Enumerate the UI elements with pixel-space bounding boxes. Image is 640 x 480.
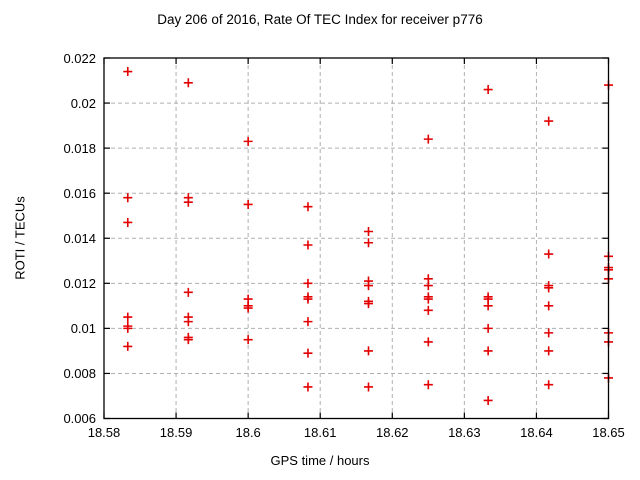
y-tick-label: 0.014 [63, 230, 96, 246]
data-point-marker [483, 323, 493, 333]
data-point-marker [544, 380, 554, 390]
y-tick-label: 0.016 [63, 185, 96, 201]
y-tick-label: 0.02 [70, 95, 96, 111]
y-tick-label: 0.012 [63, 275, 96, 291]
data-point-marker [303, 348, 313, 358]
data-point-marker [364, 346, 374, 356]
data-point-marker [303, 382, 313, 392]
data-point-marker [364, 281, 374, 291]
data-point-marker [303, 278, 313, 288]
y-tick-label: 0.018 [63, 140, 96, 156]
data-point-marker [423, 337, 433, 347]
data-point-marker [364, 299, 374, 309]
data-point-marker [183, 317, 193, 327]
data-point-marker [544, 116, 554, 126]
data-point-marker [483, 85, 493, 95]
chart-title: Day 206 of 2016, Rate Of TEC Index for r… [157, 12, 483, 27]
data-point-marker [423, 305, 433, 315]
data-point-marker [483, 346, 493, 356]
data-point-marker [303, 240, 313, 250]
data-point-marker [123, 193, 133, 203]
x-tick-label: 18.63 [448, 425, 481, 440]
data-point-marker [364, 226, 374, 236]
data-point-marker [423, 134, 433, 144]
data-point-marker [364, 238, 374, 248]
y-tick-label: 0.008 [63, 365, 96, 381]
y-tick-label: 0.006 [63, 411, 96, 426]
data-point-marker [183, 287, 193, 297]
x-tick-label: 18.61 [303, 425, 337, 440]
x-tick-label: 18.59 [159, 425, 193, 440]
x-axis-label: GPS time / hours [270, 453, 370, 468]
x-tick-label: 18.65 [592, 425, 625, 440]
data-point-marker [123, 312, 133, 322]
data-point-marker [123, 217, 133, 227]
x-tick-label: 18.62 [376, 425, 409, 440]
data-point-marker [423, 281, 433, 291]
data-point-marker [544, 346, 554, 356]
data-point-marker [423, 294, 433, 304]
data-point-marker [243, 136, 253, 146]
data-point-marker [183, 335, 193, 345]
data-point-marker [183, 197, 193, 207]
data-point-marker [423, 380, 433, 390]
data-point-marker [544, 301, 554, 311]
data-point-marker [243, 303, 253, 313]
data-point-marker [303, 317, 313, 327]
x-tick-label: 18.58 [87, 425, 121, 440]
data-point-marker [483, 301, 493, 311]
data-point-marker [364, 382, 374, 392]
data-point-marker [483, 395, 493, 405]
x-tick-label: 18.6 [235, 425, 261, 440]
data-point-marker [123, 323, 133, 333]
data-point-marker [243, 199, 253, 209]
data-point-marker [183, 78, 193, 88]
data-point-marker [544, 328, 554, 338]
x-tick-label: 18.64 [520, 425, 553, 440]
data-point-marker [243, 335, 253, 345]
data-point-marker [544, 283, 554, 293]
data-point-marker [123, 341, 133, 351]
data-point-marker [123, 67, 133, 77]
data-point-marker [303, 294, 313, 304]
y-tick-label: 0.022 [63, 50, 96, 66]
data-point-marker [303, 202, 313, 212]
data-point-marker [544, 249, 554, 259]
y-tick-label: 0.01 [70, 320, 96, 336]
